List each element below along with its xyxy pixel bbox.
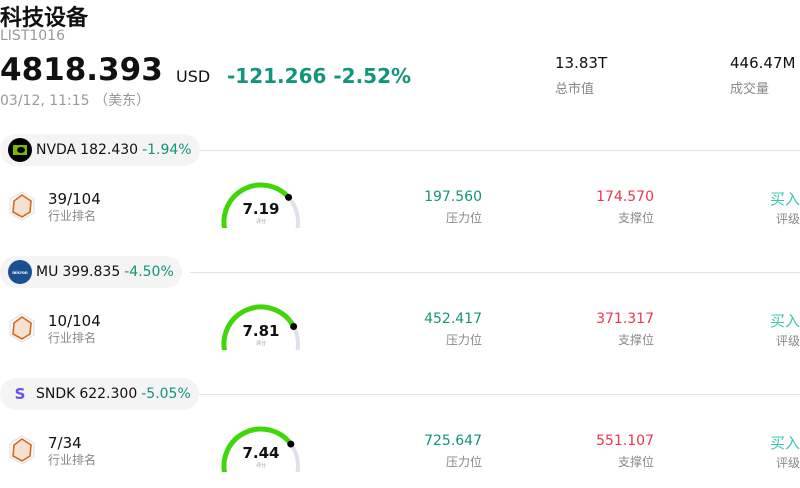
industry-rank-label: 行业排名 — [48, 331, 97, 345]
index-price: 4818.393 — [0, 52, 163, 88]
stock-chip-sndk[interactable]: S SNDK 622.300 -5.05% — [0, 378, 199, 410]
divider — [190, 394, 800, 395]
stock-price: 182.430 — [80, 142, 139, 158]
support-value: 174.570 — [596, 189, 654, 205]
score-label: 评分 — [255, 219, 266, 225]
score-value: 7.81 — [242, 322, 280, 340]
score-gauge — [221, 426, 300, 472]
currency: USD — [176, 67, 211, 86]
resistance-label: 压力位 — [445, 333, 482, 347]
stock-chip-nvda[interactable]: NVDA 182.430 -1.94% — [0, 134, 200, 166]
nvidia-icon — [8, 138, 32, 162]
industry-rank-value: 7/34 — [48, 434, 82, 452]
stock-price: 399.835 — [62, 264, 121, 280]
list-code: LIST1016 — [0, 28, 65, 44]
industry-rank-label: 行业排名 — [48, 453, 97, 467]
divider — [190, 150, 800, 151]
score-value: 7.44 — [242, 444, 280, 462]
rating-value[interactable]: 买入 — [769, 434, 800, 452]
market-cap-label: 总市值 — [555, 82, 595, 97]
page-title: 科技设备 — [0, 6, 89, 31]
score-label: 评分 — [255, 341, 266, 347]
stock-change-pct: -4.50% — [124, 264, 174, 280]
radar-icon — [9, 191, 35, 221]
support-label: 支撑位 — [617, 211, 654, 225]
volume-value: 446.47M — [730, 54, 796, 72]
score-label: 评分 — [255, 463, 266, 469]
market-cap-value: 13.83T — [555, 54, 608, 72]
rating-label: 评级 — [775, 456, 800, 470]
resistance-value: 725.647 — [424, 433, 482, 449]
gauge-marker — [287, 440, 295, 448]
support-label: 支撑位 — [617, 455, 654, 469]
score-gauge — [221, 182, 300, 228]
radar-icon — [9, 435, 35, 465]
ticker: SNDK — [36, 386, 76, 402]
support-label: 支撑位 — [617, 333, 654, 347]
gauge-marker — [285, 193, 293, 201]
rating-label: 评级 — [775, 334, 800, 348]
stock-chip-mu[interactable]: micron MU 399.835 -4.50% — [0, 256, 182, 288]
score-gauge — [221, 304, 300, 350]
resistance-value: 197.560 — [424, 189, 482, 205]
support-value: 371.317 — [596, 311, 654, 327]
timestamp: 03/12, 11:15 （美东） — [0, 93, 151, 109]
industry-rank-value: 10/104 — [48, 312, 101, 330]
industry-rank-label: 行业排名 — [48, 209, 97, 223]
resistance-label: 压力位 — [445, 455, 482, 469]
stock-price: 622.300 — [79, 386, 138, 402]
micron-icon: micron — [8, 260, 32, 284]
stock-change-pct: -1.94% — [142, 142, 192, 158]
resistance-label: 压力位 — [445, 211, 482, 225]
resistance-value: 452.417 — [424, 311, 482, 327]
ticker: MU — [36, 264, 59, 280]
gauge-fill — [221, 426, 294, 472]
price-change: -121.266 -2.52% — [227, 64, 412, 88]
industry-rank-value: 39/104 — [48, 190, 101, 208]
score-value: 7.19 — [242, 200, 280, 218]
rating-value[interactable]: 买入 — [769, 312, 800, 330]
volume-label: 成交量 — [730, 82, 770, 97]
gauge-marker — [290, 323, 298, 331]
divider — [190, 272, 800, 273]
radar-icon — [9, 313, 35, 343]
sandisk-icon: S — [14, 385, 26, 403]
gauge-fill — [221, 304, 297, 350]
ticker: NVDA — [36, 142, 77, 158]
rating-label: 评级 — [775, 212, 800, 226]
rating-value[interactable]: 买入 — [769, 190, 800, 208]
support-value: 551.107 — [596, 433, 654, 449]
stock-change-pct: -5.05% — [141, 386, 191, 402]
gauge-fill — [221, 182, 292, 228]
